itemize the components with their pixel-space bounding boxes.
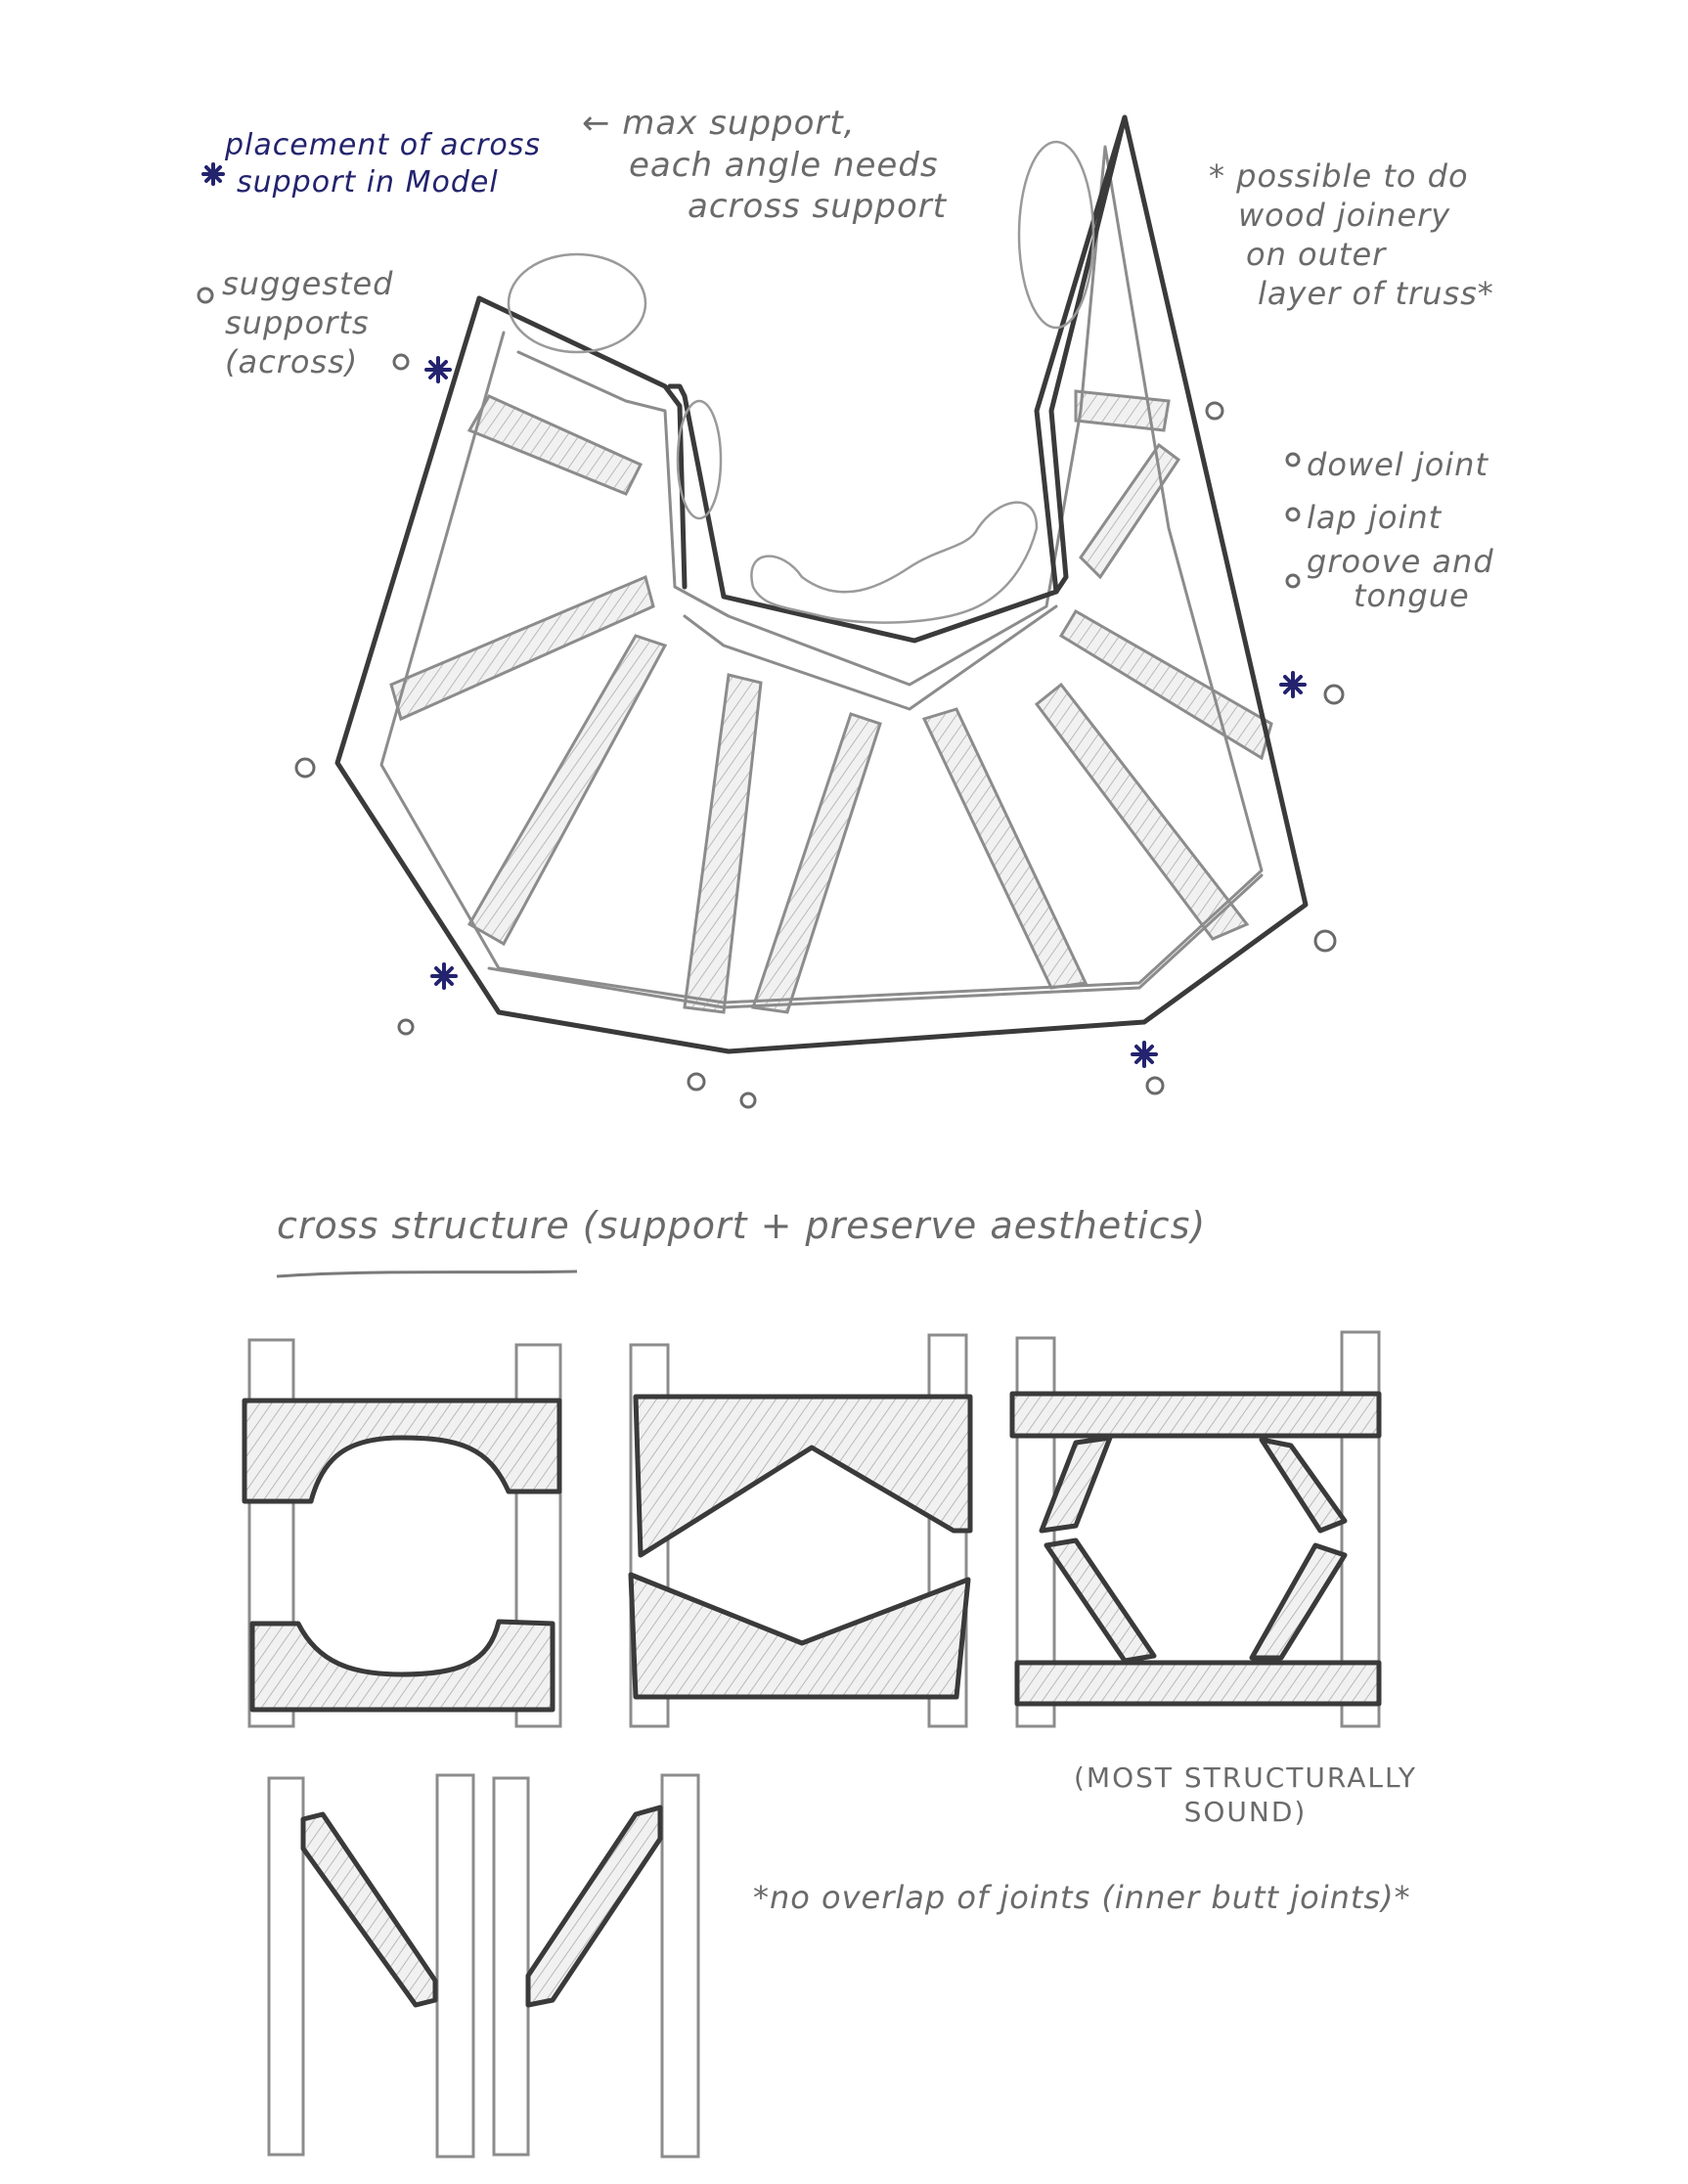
note-wood-joinery: * possible to do wood joinery on outer l… <box>1209 156 1494 313</box>
sketch-scribble-2 <box>1017 140 1095 330</box>
legend-circle-suggested <box>197 287 214 304</box>
diagonal-brace <box>1039 1435 1113 1534</box>
suggested-support-marker <box>294 757 316 779</box>
bottom-arched-crossbar <box>249 1619 555 1713</box>
cross-structure-reverse-n-brace <box>492 1773 700 2159</box>
suggested-support-marker <box>1323 684 1345 705</box>
sketch-scribble-1 <box>507 252 647 354</box>
vertical-post <box>660 1773 700 2159</box>
bottom-pointed-crossbar <box>628 1572 971 1700</box>
note-line: cross structure (support + preserve aest… <box>277 1204 1207 1247</box>
legend-circle-lap <box>1285 507 1301 522</box>
note-model-placement: placement of across support in Model <box>225 127 541 201</box>
note-line: (across) <box>225 343 359 380</box>
top-pointed-crossbar <box>633 1394 973 1558</box>
truss-outer-frame <box>334 114 1309 1054</box>
truss-brace-5 <box>751 712 882 1014</box>
diagonal-brace <box>300 1811 438 2008</box>
diagonal-brace <box>1044 1538 1157 1664</box>
truss-inner-edge <box>379 145 1264 1004</box>
diagonal-brace <box>525 1805 663 2008</box>
top-straight-crossbar <box>1009 1391 1382 1439</box>
cross-structure-arched <box>242 1338 562 1728</box>
note-line: placement of across <box>225 128 541 162</box>
title-underline <box>276 1270 578 1278</box>
note-line: (MOST STRUCTURALLY <box>1074 1761 1417 1794</box>
note-line: *no overlap of joints (inner butt joints… <box>753 1879 1411 1916</box>
bottom-straight-crossbar <box>1014 1660 1382 1707</box>
suggested-support-marker <box>687 1072 706 1092</box>
suggested-support-marker <box>1205 401 1224 421</box>
suggested-support-marker <box>1313 929 1337 953</box>
cross-structure-diamond <box>628 1333 973 1728</box>
truss-bottom-band <box>487 873 1264 1009</box>
legend-circle-groove <box>1285 573 1301 589</box>
suggested-support-marker <box>397 1018 415 1036</box>
note-most-structurally-sound: (MOST STRUCTURALLY SOUND) <box>1074 1761 1417 1829</box>
diagonal-brace <box>1249 1542 1348 1661</box>
note-line: * possible to do <box>1209 157 1469 195</box>
truss-mid-band <box>683 604 1058 711</box>
sketch-scribble-3 <box>676 399 723 520</box>
legend-circle-dowel <box>1285 452 1301 468</box>
truss-brace-10 <box>1074 389 1171 432</box>
model-support-star <box>430 962 458 990</box>
note-max-support: ← max support, each angle needs across s… <box>582 103 947 228</box>
truss-brace-1 <box>466 394 644 496</box>
sketch-scribble-4 <box>750 501 1039 624</box>
model-support-star <box>1279 671 1307 698</box>
truss-brace-7 <box>1034 682 1250 941</box>
note-joint-types: dowel joint lap joint groove and tongue <box>1307 438 1494 613</box>
note-line: wood joinery <box>1238 197 1451 234</box>
cross-structure-title: cross structure (support + preserve aest… <box>277 1203 1206 1250</box>
truss-brace-4 <box>683 673 763 1014</box>
note-line: suggested <box>222 265 394 302</box>
model-support-star <box>1131 1041 1158 1068</box>
vertical-post <box>267 1776 305 2157</box>
note-line: dowel joint <box>1307 446 1488 483</box>
cross-structure-n-brace <box>267 1773 475 2159</box>
note-line: each angle needs <box>629 145 939 185</box>
diagonal-brace <box>1259 1437 1348 1534</box>
cross-structure-octagon <box>1009 1330 1382 1728</box>
truss-diagram <box>197 114 1345 1109</box>
vertical-post <box>435 1773 475 2159</box>
truss-brace-6 <box>921 707 1088 990</box>
truss-brace-3 <box>466 634 668 947</box>
note-line: tongue <box>1354 576 1470 614</box>
note-line: groove and <box>1307 542 1494 580</box>
suggested-support-marker <box>739 1092 757 1109</box>
note-line: supports <box>225 304 370 341</box>
note-line: SOUND) <box>1183 1796 1308 1828</box>
note-suggested-supports: suggested supports (across) <box>220 264 393 381</box>
truss-top-chord-right <box>1048 114 1128 595</box>
note-line: on outer <box>1246 236 1387 273</box>
truss-brace-9 <box>1079 442 1181 580</box>
top-arched-crossbar <box>242 1398 562 1504</box>
model-support-star <box>424 356 452 383</box>
note-line: ← max support, <box>582 104 856 143</box>
vertical-post <box>492 1776 530 2157</box>
note-line: lap joint <box>1307 499 1443 537</box>
note-no-overlap-of-joints: *no overlap of joints (inner butt joints… <box>753 1878 1411 1917</box>
note-line: across support <box>688 187 948 226</box>
model-support-star <box>201 162 225 186</box>
note-line: support in Model <box>237 164 499 200</box>
note-line: layer of truss* <box>1258 275 1494 312</box>
suggested-support-marker <box>1145 1076 1165 1095</box>
suggested-support-marker <box>392 353 410 371</box>
